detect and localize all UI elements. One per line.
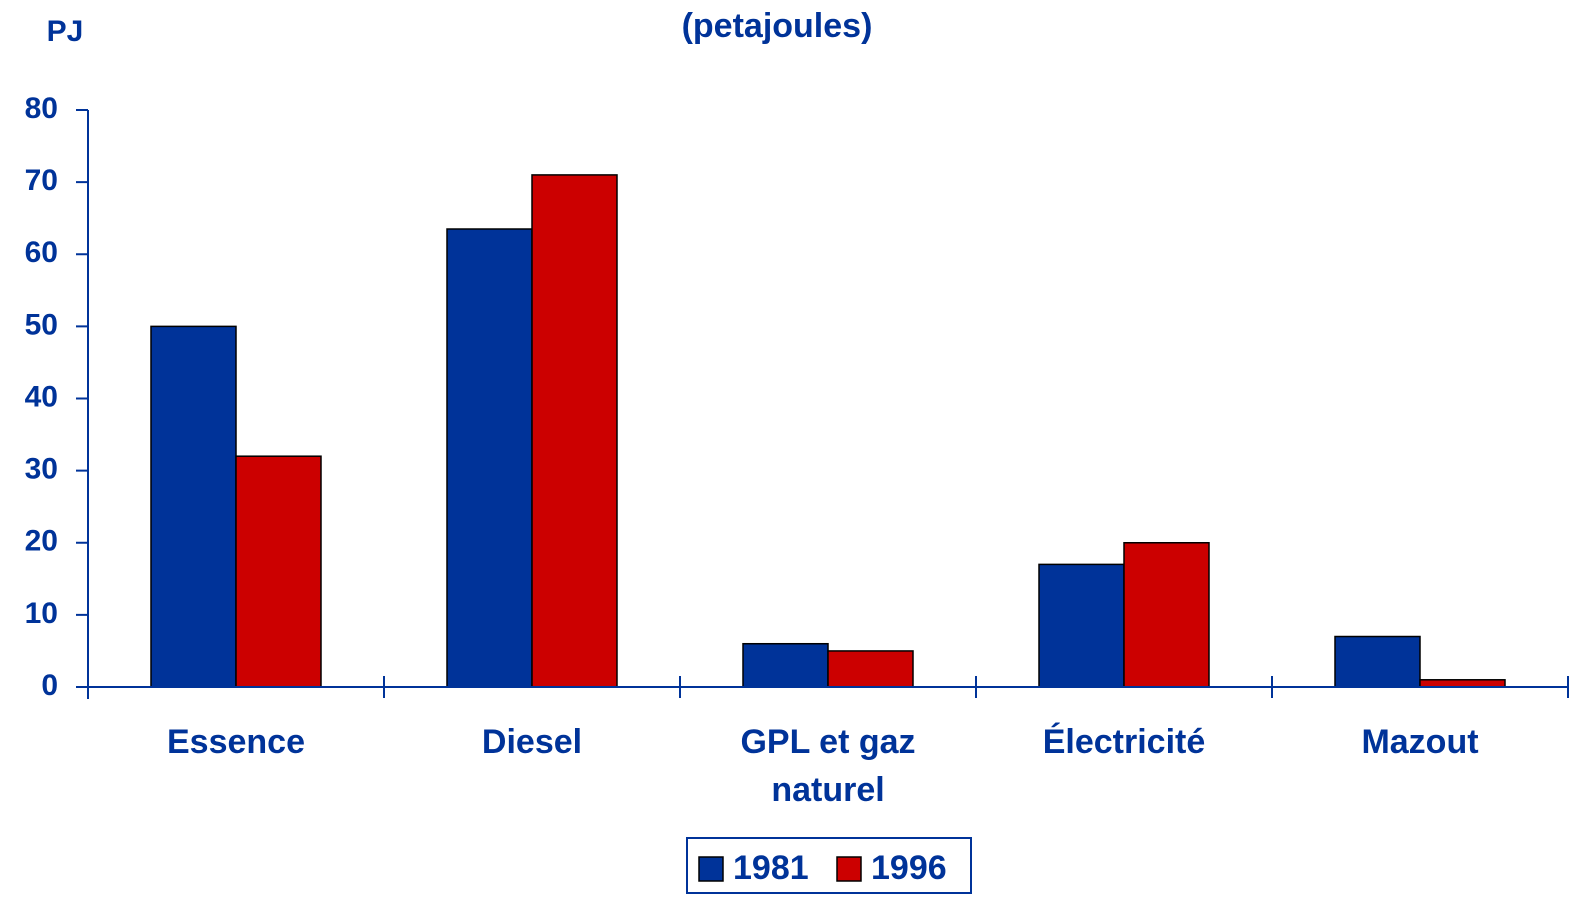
- y-tick-label: 10: [25, 597, 58, 630]
- bar: [531, 174, 618, 688]
- x-tick-label: Mazout: [1361, 723, 1479, 761]
- x-tick-label: Essence: [167, 723, 305, 761]
- bar: [446, 228, 533, 688]
- y-tick-label: 0: [41, 669, 58, 702]
- y-tick-label: 60: [25, 236, 58, 269]
- y-tick-label: 40: [25, 380, 58, 413]
- y-tick-label: 50: [25, 308, 58, 341]
- bar: [1334, 635, 1421, 688]
- bar: [827, 650, 914, 688]
- y-tick-label: 70: [25, 164, 58, 197]
- y-tick-label: 20: [25, 525, 58, 558]
- x-tick-label: Diesel: [481, 723, 583, 761]
- x-tick-label: GPL et gaz naturel: [740, 723, 916, 809]
- bar: [235, 455, 322, 688]
- x-tick-label: Électricité: [1042, 723, 1206, 761]
- legend-box: [686, 837, 972, 894]
- legend-label: 1981: [733, 849, 809, 887]
- bar: [1419, 679, 1506, 688]
- y-axis-label: PJ: [47, 15, 84, 48]
- bar: [150, 325, 237, 688]
- chart-title: (petajoules): [682, 7, 873, 45]
- legend-swatch: [836, 856, 862, 882]
- legend-swatch: [698, 856, 724, 882]
- bar: [742, 642, 829, 688]
- bar: [1038, 563, 1125, 688]
- legend-label: 1996: [871, 849, 947, 887]
- y-tick-label: 80: [25, 92, 58, 125]
- y-tick-label: 30: [25, 453, 58, 486]
- bar: [1123, 542, 1210, 688]
